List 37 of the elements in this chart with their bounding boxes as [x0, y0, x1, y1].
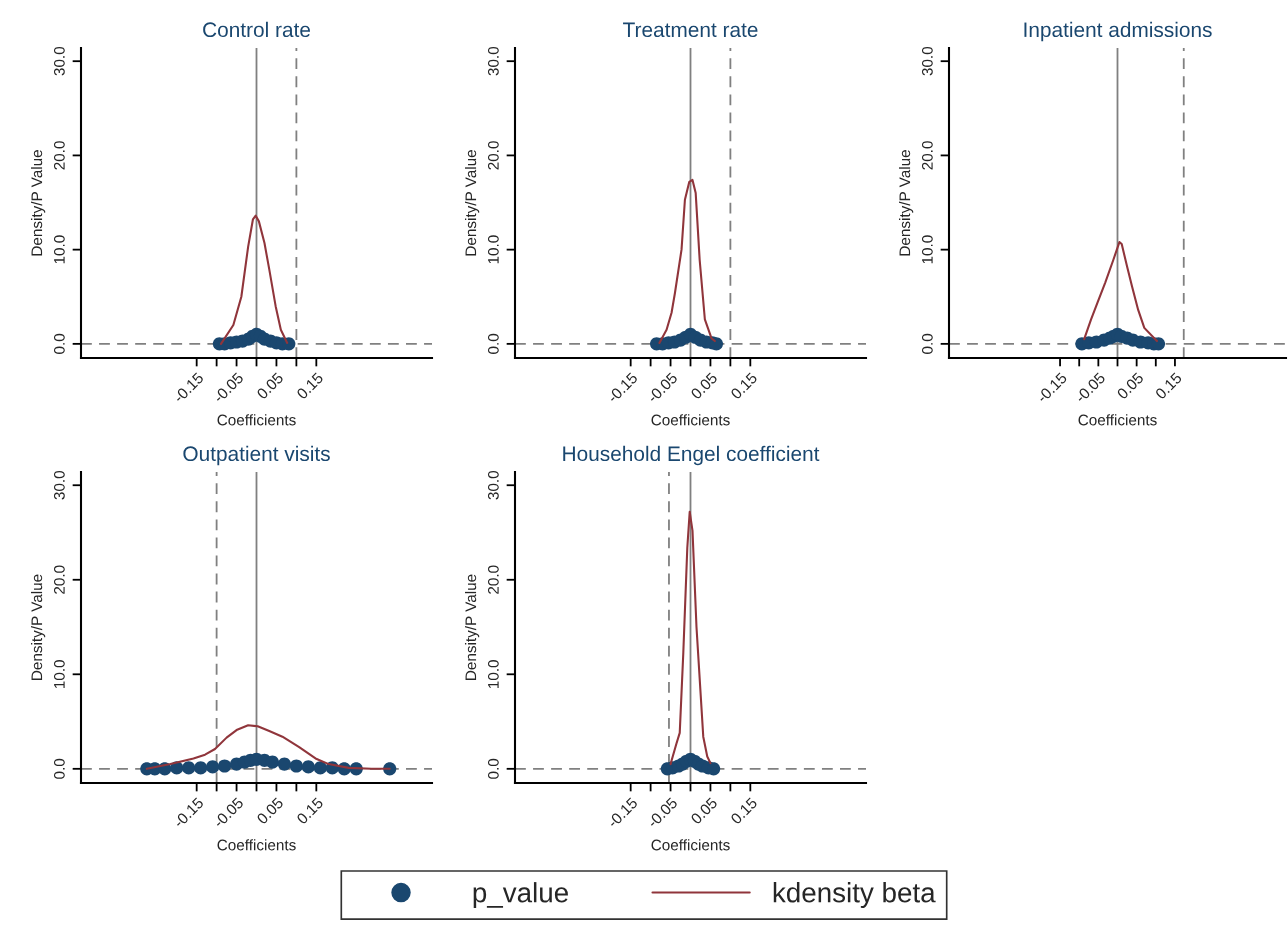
y-tick-label: 0.0	[921, 333, 933, 354]
y-tick-label: 20.0	[53, 565, 65, 594]
y-tick-label: 0.0	[53, 333, 65, 354]
y-axis-title: Density/P Value	[464, 574, 480, 680]
y-axis-title: Density/P Value	[30, 574, 46, 680]
y-tick-label: 30.0	[487, 470, 499, 500]
x-axis-title: Coefficients	[217, 839, 296, 851]
x-axis-title: Coefficients	[651, 414, 730, 426]
x-axis-title: Coefficients	[1078, 414, 1157, 426]
y-tick-label: 10.0	[53, 235, 65, 264]
y-tick-label: 10.0	[487, 660, 499, 688]
chart-title: Control rate	[203, 21, 310, 38]
y-tick-label: 10.0	[487, 235, 499, 264]
y-axis-title: Density/P Value	[898, 150, 914, 256]
y-tick-label: 30.0	[921, 46, 933, 76]
y-tick-label: 20.0	[487, 565, 499, 594]
chart-title: Treatment rate	[623, 22, 758, 38]
x-axis-title: Coefficients	[217, 414, 296, 426]
chart-title: Household Engel coefficient	[563, 445, 820, 466]
y-tick-label: 30.0	[53, 46, 65, 76]
y-tick-label: 30.0	[53, 470, 65, 500]
y-tick-label: 0.0	[487, 333, 499, 354]
chart-title: Inpatient admissions	[1024, 21, 1212, 42]
y-tick-label: 30.0	[487, 46, 499, 76]
legend-label: kdensity beta	[773, 882, 936, 908]
y-tick-label: 0.0	[487, 758, 499, 779]
y-tick-label: 20.0	[53, 141, 65, 170]
chart-title: Outpatient visits	[183, 445, 330, 466]
y-tick-label: 20.0	[487, 141, 499, 170]
x-axis-title: Coefficients	[651, 839, 730, 851]
legend-label: p_value	[473, 882, 568, 908]
y-axis-title: Density/P Value	[30, 150, 46, 256]
y-tick-label: 20.0	[921, 141, 933, 170]
y-tick-label: 10.0	[53, 660, 65, 688]
y-tick-label: 10.0	[921, 235, 933, 264]
y-axis-title: Density/P Value	[464, 150, 480, 256]
y-tick-label: 0.0	[53, 758, 65, 779]
